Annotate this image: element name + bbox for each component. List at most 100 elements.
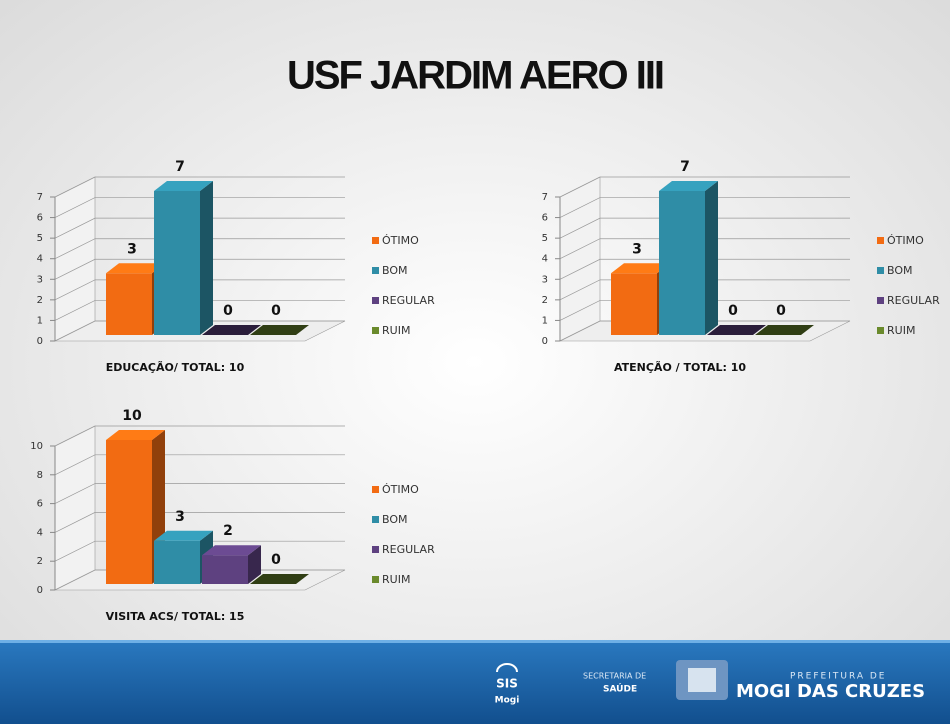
y-tick-label: 4 (542, 254, 548, 265)
grid-line (54, 425, 345, 447)
bar-side (248, 545, 261, 584)
legend-swatch (372, 546, 379, 553)
bar (202, 555, 248, 584)
grid-line (54, 279, 345, 301)
data-label: 7 (680, 159, 690, 175)
y-tick-label: 3 (542, 274, 548, 285)
legend-swatch (372, 237, 379, 244)
grid-line (559, 279, 850, 301)
legend-label: RUIM (382, 573, 410, 586)
data-label: 3 (127, 241, 137, 257)
y-tick-label: 0 (37, 585, 43, 596)
data-label: 3 (632, 241, 642, 257)
grid-line (54, 300, 345, 321)
left-wall (559, 176, 601, 342)
bar-top (202, 325, 261, 335)
grid-line (54, 217, 345, 239)
city-name: MOGI DAS CRUZES (736, 681, 925, 702)
legend-swatch (877, 327, 884, 334)
footer-band (0, 640, 950, 724)
bar-side (200, 181, 213, 335)
y-tick-label: 2 (37, 556, 43, 567)
secretaria: SECRETARIA DE (583, 672, 646, 681)
data-label: 7 (175, 159, 185, 175)
bar (659, 191, 705, 335)
y-tick-label: 5 (37, 233, 43, 244)
bar (106, 273, 152, 335)
bar-top (250, 325, 309, 335)
grid-line (54, 569, 345, 591)
bar-top (106, 430, 165, 440)
grid-line (54, 176, 345, 198)
y-tick-label: 1 (542, 315, 548, 326)
grid-line (559, 217, 850, 239)
legend-swatch (877, 237, 884, 244)
legend-swatch (372, 576, 379, 583)
y-tick-label: 5 (542, 233, 548, 244)
y-tick-label: 2 (542, 295, 548, 306)
y-tick-label: 7 (542, 192, 548, 203)
bar-top (250, 574, 309, 584)
legend-swatch (877, 297, 884, 304)
x-axis-label: ATENÇÃO / TOTAL: 10 (614, 361, 746, 374)
legend-label: RUIM (887, 324, 915, 337)
y-tick-label: 3 (37, 274, 43, 285)
y-tick-label: 1 (37, 315, 43, 326)
bar-top (154, 530, 213, 541)
y-tick-label: 8 (37, 470, 43, 481)
x-axis-label: EDUCAÇÃO/ TOTAL: 10 (106, 361, 245, 374)
legend-label: REGULAR (382, 543, 435, 556)
grid-line (54, 238, 345, 260)
legend-swatch (372, 327, 379, 334)
left-wall (54, 425, 96, 591)
data-label: 0 (271, 552, 281, 568)
grid-line (559, 176, 850, 198)
data-label: 0 (728, 303, 738, 319)
y-tick-label: 7 (37, 192, 43, 203)
bar-side (705, 181, 718, 335)
sis-mogi: Mogi (495, 696, 520, 706)
saude: SAÚDE (603, 683, 637, 695)
data-label: 2 (223, 523, 233, 539)
bar-top (106, 263, 165, 274)
left-wall (54, 176, 96, 342)
y-tick-label: 6 (37, 499, 43, 510)
data-label: 10 (122, 408, 142, 424)
data-label: 0 (271, 303, 281, 319)
legend-label: ÓTIMO (382, 234, 419, 247)
bar (106, 440, 152, 584)
bar-top (659, 181, 718, 191)
y-tick-label: 6 (542, 213, 548, 224)
grid-line (54, 540, 345, 562)
legend-swatch (372, 516, 379, 523)
grid-line (559, 320, 850, 342)
bar (154, 191, 200, 335)
legend-label: BOM (887, 264, 913, 277)
data-label: 0 (776, 303, 786, 319)
grid-line (54, 197, 345, 218)
bar-top (154, 181, 213, 191)
footer-line (0, 640, 950, 643)
bar-top (611, 263, 670, 274)
x-axis-label: VISITA ACS/ TOTAL: 15 (106, 610, 245, 623)
legend-label: REGULAR (382, 294, 435, 307)
grid-line (54, 512, 345, 533)
bar (154, 540, 200, 584)
bar-top (707, 325, 766, 335)
legend-label: BOM (382, 513, 408, 526)
prefeitura: PREFEITURA DE (790, 672, 887, 682)
crest-shield (688, 668, 716, 692)
grid-line (559, 197, 850, 218)
grid-line (54, 454, 345, 476)
y-tick-label: 0 (542, 336, 548, 347)
grid-line (54, 483, 345, 504)
legend-swatch (372, 267, 379, 274)
data-label: 3 (175, 509, 185, 525)
y-tick-label: 0 (37, 336, 43, 347)
bar-top (755, 325, 814, 335)
grid-line (559, 258, 850, 280)
legend-swatch (372, 486, 379, 493)
legend-label: BOM (382, 264, 408, 277)
y-tick-label: 4 (37, 254, 43, 265)
